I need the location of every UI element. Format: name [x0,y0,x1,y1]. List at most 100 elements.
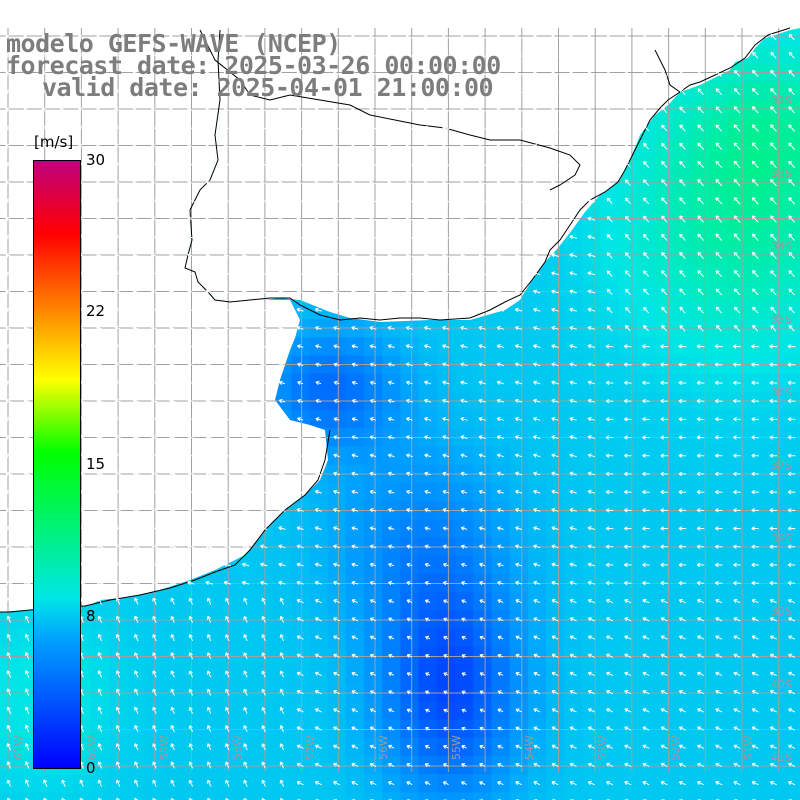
wind-arrow [260,417,268,422]
wind-arrow [78,89,86,94]
wind-arrow [260,71,268,76]
wind-cell [709,792,729,800]
wind-arrow [442,307,450,313]
wind-arrow [150,253,159,258]
wind-arrow [205,507,213,513]
wind-arrow [115,688,121,696]
wind-arrow [388,690,395,695]
wind-arrow [551,89,559,94]
wind-arrow [733,178,741,187]
wind-arrow [170,706,175,715]
wind-arrow [96,398,104,404]
wind-arrow [187,471,195,476]
wind-arrow [223,507,232,513]
wind-arrow [96,344,104,349]
wind-arrow [787,580,796,586]
wind-arrow [23,471,31,476]
wind-arrow [205,362,213,367]
wind-arrow [351,708,359,713]
wind-arrow [533,416,541,422]
wind-arrow [678,489,687,495]
wind-arrow [96,526,104,531]
wind-arrow [114,271,122,276]
wind-arrow [642,416,650,422]
wind-arrow [605,398,614,404]
wind-arrow [660,744,668,749]
wind-arrow [150,71,159,76]
wind-arrow [678,362,687,367]
wind-arrow [278,544,286,549]
wind-arrow [369,762,377,767]
wind-arrow [496,253,505,258]
wind-arrow [551,544,559,549]
wind-arrow [241,489,250,495]
wind-arrow [479,580,486,586]
wind-arrow [533,325,541,331]
wind-arrow [715,251,723,260]
wind-arrow [369,781,377,786]
wind-arrow [205,143,213,149]
wind-arrow [278,234,286,240]
wind-arrow [533,635,541,640]
wind-arrow [97,724,103,733]
wind-arrow [369,653,377,658]
wind-arrow [424,544,431,549]
wind-arrow [332,216,341,222]
wind-arrow [333,507,341,513]
wind-arrow [569,362,577,367]
wind-arrow [460,289,468,294]
wind-arrow [606,599,614,604]
wind-arrow [114,507,122,513]
wind-arrow [770,124,777,132]
wind-arrow [405,71,414,76]
wind-arrow [114,453,122,458]
wind-arrow [114,489,122,495]
wind-arrow [443,672,449,677]
wind-arrow [606,306,613,314]
wind-arrow [187,125,195,131]
wind-cell [345,792,365,800]
wind-arrow [260,544,268,549]
wind-arrow [715,744,723,749]
wind-arrow [733,690,741,695]
wind-arrow [624,599,632,604]
wind-arrow [660,726,668,731]
wind-arrow [406,744,413,749]
wind-arrow [315,398,322,404]
wind-arrow [387,253,395,258]
wind-arrow [96,198,104,203]
wind-arrow [278,471,286,476]
wind-arrow [514,89,523,94]
wind-arrow [296,617,304,622]
wind-arrow [423,289,432,294]
wind-arrow [442,289,450,294]
wind-arrow [642,526,650,531]
wind-arrow [278,216,286,222]
wind-arrow [225,706,230,714]
wind-arrow [5,362,13,367]
wind-arrow [97,761,103,769]
wind-arrow [732,344,742,349]
wind-arrow [223,253,232,258]
wind-arrow [678,562,687,568]
wind-arrow [296,125,304,131]
wind-arrow [442,435,450,440]
wind-cell [36,792,56,800]
wind-arrow [23,580,31,586]
wind-arrow [661,160,668,168]
wind-arrow [296,453,304,458]
wind-arrow [769,781,777,786]
wind-arrow [533,671,541,676]
wind-arrow [715,160,723,169]
wind-cell [436,792,456,800]
wind-arrow [150,526,159,531]
wind-arrow [443,599,449,604]
wind-arrow [296,526,304,531]
wind-arrow [679,197,686,205]
wind-arrow [497,635,504,640]
wind-arrow [132,162,141,167]
wind-arrow [788,617,796,622]
wind-arrow [134,597,139,605]
wind-arrow [369,489,377,495]
wind-arrow [769,635,777,640]
